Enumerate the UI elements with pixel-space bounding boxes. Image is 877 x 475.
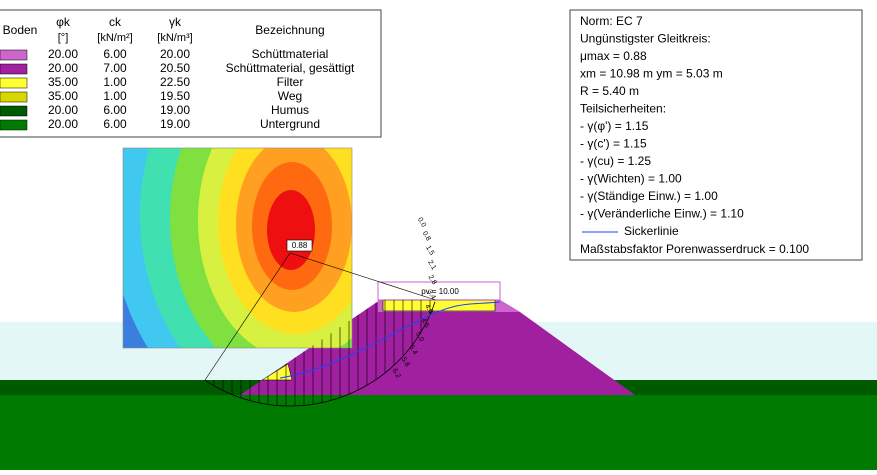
info-line: R = 5.40 m [580,84,639,98]
info-line: xm = 10.98 m ym = 5.03 m [580,67,723,81]
slice-label: 2.8 [427,274,438,286]
info-line: Ungünstigster Gleitkreis: [580,32,711,46]
legend-header: Bezeichnung [255,23,324,37]
info-line: - γ(Veränderliche Einw.) = 1.10 [580,207,744,221]
slice-label: 6.2 [391,368,402,380]
slip-circle [204,301,436,407]
seepage-label: Sickerlinie [624,224,679,238]
legend-gamma: 20.00 [160,47,190,61]
legend-name: Schüttmaterial, gesättigt [226,61,355,75]
load-box [377,281,501,301]
legend-phi: 20.00 [48,47,78,61]
info-line: - γ(φ') = 1.15 [580,119,649,133]
legend-swatch [0,49,28,61]
slice-label: 5.4 [407,344,418,356]
legend-swatch [0,119,28,131]
min-label-box [286,239,313,252]
legend-phi: 20.00 [48,103,78,117]
legend-header: γk [169,15,182,29]
slice-label: 0.0 [416,217,427,229]
min-label: 0.88 [292,241,308,250]
legend-gamma: 22.50 [160,75,190,89]
legend-swatch [0,105,28,117]
scale-factor: Maßstabsfaktor Porenwasserdruck = 0.100 [580,242,809,256]
legend-phi: 20.00 [48,117,78,131]
info-line: - γ(c') = 1.15 [580,137,647,151]
legend-header: Boden [3,23,38,37]
legend-c: 6.00 [103,103,127,117]
legend-header-unit: [kN/m³] [157,32,192,44]
slice-label: 3.4 [426,289,437,301]
contour-plot [122,147,353,349]
legend-phi: 35.00 [48,89,78,103]
slice-label: 0.8 [421,230,432,242]
slice-label: 5.0 [414,331,425,343]
slice-label: 1.5 [424,245,435,257]
radius-line [204,252,291,381]
legend-name: Humus [271,103,309,117]
legend-header: ck [109,15,122,29]
legend-c: 1.00 [103,89,127,103]
slices: 0.00.8 1.5 2.1 2.8 3.4 4.0 4.5 5.05.45.86.2 [204,217,438,407]
slice-label: 4.0 [423,303,434,315]
legend-header-unit: [kN/m²] [97,32,132,44]
legend-c: 1.00 [103,75,127,89]
legend: Boden φk [°] ck [kN/m²] γk [kN/m³] Bezeichnung 2… [0,9,382,138]
load-label: pv = 10.00 [421,287,459,296]
legend-header-unit: [°] [58,32,69,44]
legend-phi: 35.00 [48,75,78,89]
legend-gamma: 19.50 [160,89,190,103]
legend-gamma: 19.00 [160,103,190,117]
legend-name: Schüttmaterial [252,47,329,61]
radius-line [289,252,436,301]
slice-label: 4.5 [419,317,430,329]
legend-phi: 20.00 [48,61,78,75]
embankment [240,300,635,395]
legend-c: 6.00 [103,47,127,61]
info-box: Norm: EC 7 Ungünstigster Gleitkreis: μmax … [569,9,863,261]
legend-swatch [0,63,28,75]
info-line: Teilsicherheiten: [580,102,666,116]
subsoil-layer [0,395,877,470]
legend-name: Weg [278,89,302,103]
info-line: μmax = 0.88 [580,49,647,63]
legend-swatch [0,77,28,89]
legend-name: Untergrund [260,117,320,131]
slice-label: 5.8 [400,356,411,368]
slice-label: 2.1 [426,259,437,271]
legend-header: φk [56,15,71,29]
info-line: Norm: EC 7 [580,14,643,28]
legend-gamma: 20.50 [160,61,190,75]
legend-name: Filter [277,75,304,89]
info-line: - γ(Ständige Einw.) = 1.00 [580,189,718,203]
legend-c: 7.00 [103,61,127,75]
info-line: - γ(Wichten) = 1.00 [580,172,682,186]
info-line: - γ(cu) = 1.25 [580,154,651,168]
legend-c: 6.00 [103,117,127,131]
road [382,299,496,312]
legend-gamma: 19.00 [160,117,190,131]
legend-swatch [0,91,28,103]
seepage-line [279,301,501,379]
